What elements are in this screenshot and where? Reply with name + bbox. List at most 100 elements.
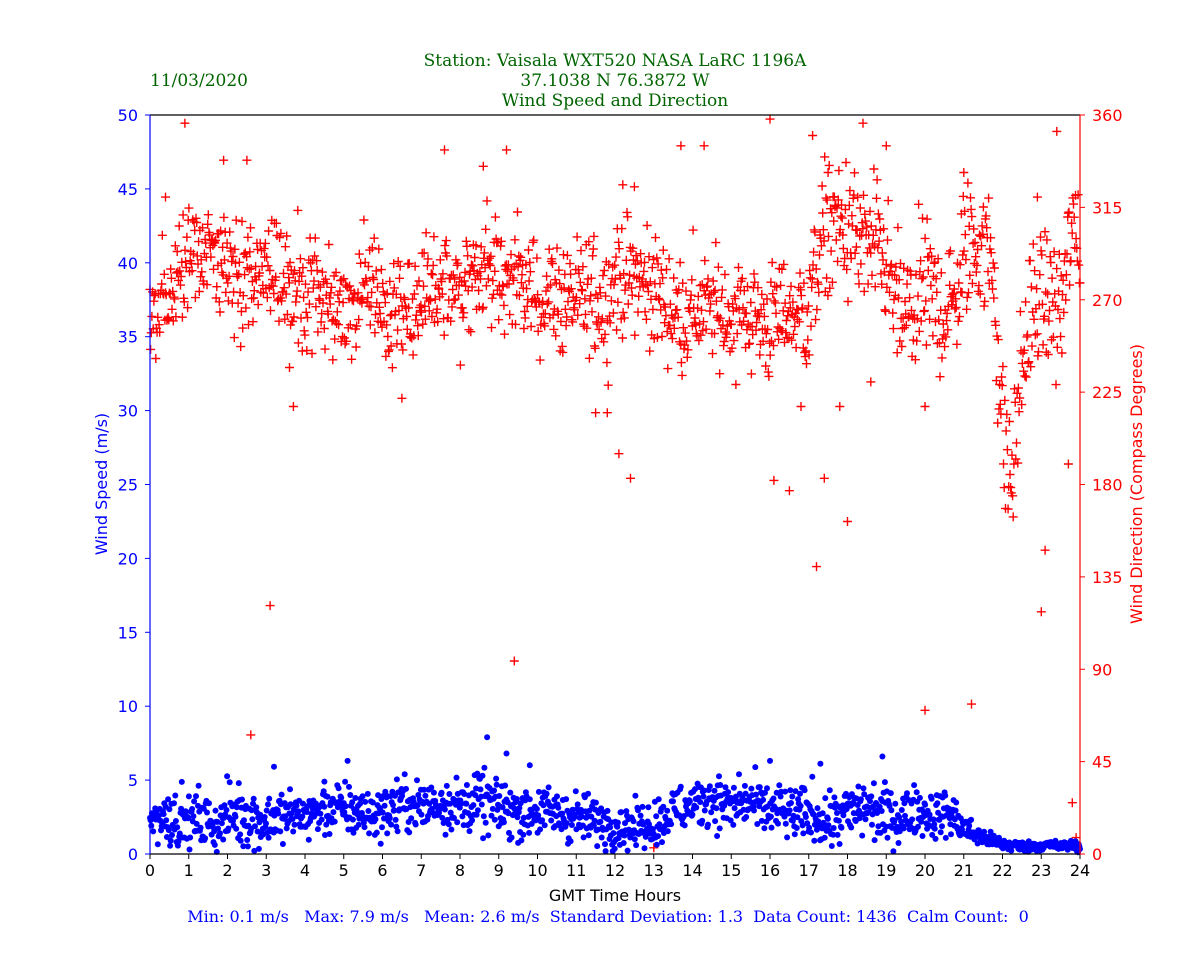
direction-point: [1064, 207, 1074, 217]
speed-point: [384, 830, 391, 837]
direction-point: [842, 264, 852, 274]
direction-point: [913, 291, 923, 301]
direction-point: [531, 302, 541, 312]
direction-point: [449, 295, 459, 305]
direction-point: [853, 269, 863, 279]
direction-point: [632, 256, 642, 266]
speed-point: [239, 796, 245, 803]
direction-point: [300, 330, 310, 340]
direction-point: [766, 277, 776, 287]
direction-point: [597, 314, 607, 324]
direction-point: [765, 350, 775, 360]
direction-point: [504, 279, 514, 289]
direction-point: [701, 324, 711, 334]
direction-point: [897, 342, 907, 351]
speed-point: [206, 800, 212, 807]
speed-point: [776, 782, 783, 789]
speed-point: [569, 806, 576, 813]
y-right-tick-label: 45: [1092, 753, 1112, 772]
direction-point: [720, 270, 730, 279]
speed-point: [645, 804, 652, 811]
direction-point: [799, 278, 809, 288]
speed-point: [393, 776, 400, 783]
speed-point: [473, 785, 479, 792]
direction-point: [627, 290, 637, 300]
direction-point: [840, 205, 850, 214]
direction-point: [462, 241, 472, 251]
speed-point: [681, 822, 688, 829]
speed-point: [503, 750, 510, 757]
direction-point: [845, 186, 855, 196]
speed-point: [428, 784, 435, 791]
speed-point: [489, 805, 496, 812]
speed-point: [646, 821, 652, 828]
direction-point: [626, 473, 635, 483]
chart-coordinates: 37.1038 N 76.3872 W: [520, 71, 710, 91]
speed-point: [148, 822, 155, 829]
speed-point: [760, 796, 767, 803]
direction-point: [993, 418, 1003, 428]
speed-point: [255, 845, 262, 852]
direction-point: [337, 275, 347, 285]
direction-point: [1002, 445, 1012, 455]
direction-point: [758, 336, 768, 346]
direction-point: [1061, 295, 1071, 305]
speed-point: [879, 753, 886, 760]
direction-point: [994, 404, 1004, 414]
direction-point: [269, 289, 279, 298]
direction-point: [338, 298, 348, 308]
direction-point: [490, 266, 500, 276]
speed-point: [362, 798, 369, 805]
direction-point: [172, 247, 182, 256]
direction-point: [987, 275, 997, 285]
direction-point: [793, 305, 803, 315]
direction-point: [835, 225, 845, 235]
direction-point: [572, 232, 582, 242]
speed-point: [322, 832, 328, 838]
direction-point: [453, 258, 463, 268]
speed-point: [240, 843, 247, 850]
direction-point: [402, 312, 412, 321]
speed-point: [867, 798, 873, 805]
x-tick-label: 14: [682, 861, 702, 880]
direction-point: [811, 315, 821, 325]
direction-point: [1007, 450, 1017, 460]
speed-point: [881, 779, 888, 786]
direction-point: [304, 299, 314, 309]
speed-point: [526, 762, 533, 769]
stats-line: Min: 0.1 m/s Max: 7.9 m/s Mean: 2.6 m/s …: [187, 907, 1029, 926]
direction-point: [861, 216, 870, 226]
direction-point: [397, 339, 406, 349]
speed-point: [171, 800, 177, 807]
direction-point: [303, 287, 313, 297]
speed-point: [418, 811, 425, 818]
speed-point: [641, 845, 648, 852]
speed-point: [836, 841, 843, 847]
direction-point: [223, 296, 233, 306]
speed-point: [479, 772, 486, 779]
direction-point: [524, 276, 534, 286]
direction-point: [485, 261, 495, 270]
direction-point: [488, 276, 498, 286]
speed-point: [555, 804, 562, 811]
direction-point: [279, 268, 288, 278]
speed-point: [350, 829, 357, 836]
direction-point: [977, 241, 986, 251]
direction-point: [823, 291, 833, 300]
direction-point: [715, 313, 725, 323]
direction-point: [910, 355, 920, 365]
speed-point: [793, 825, 800, 831]
y-axis-right-label: Wind Direction (Compass Degrees): [1127, 344, 1146, 624]
direction-point: [408, 294, 417, 304]
speed-point: [232, 813, 239, 820]
direction-point: [662, 327, 672, 337]
speed-point: [463, 800, 470, 807]
direction-point: [1021, 372, 1031, 382]
direction-point: [178, 210, 188, 220]
direction-point: [264, 283, 274, 293]
direction-point: [693, 291, 703, 301]
speed-point: [166, 806, 173, 813]
direction-point: [540, 321, 550, 331]
speed-point: [364, 790, 371, 797]
direction-point: [971, 252, 981, 262]
